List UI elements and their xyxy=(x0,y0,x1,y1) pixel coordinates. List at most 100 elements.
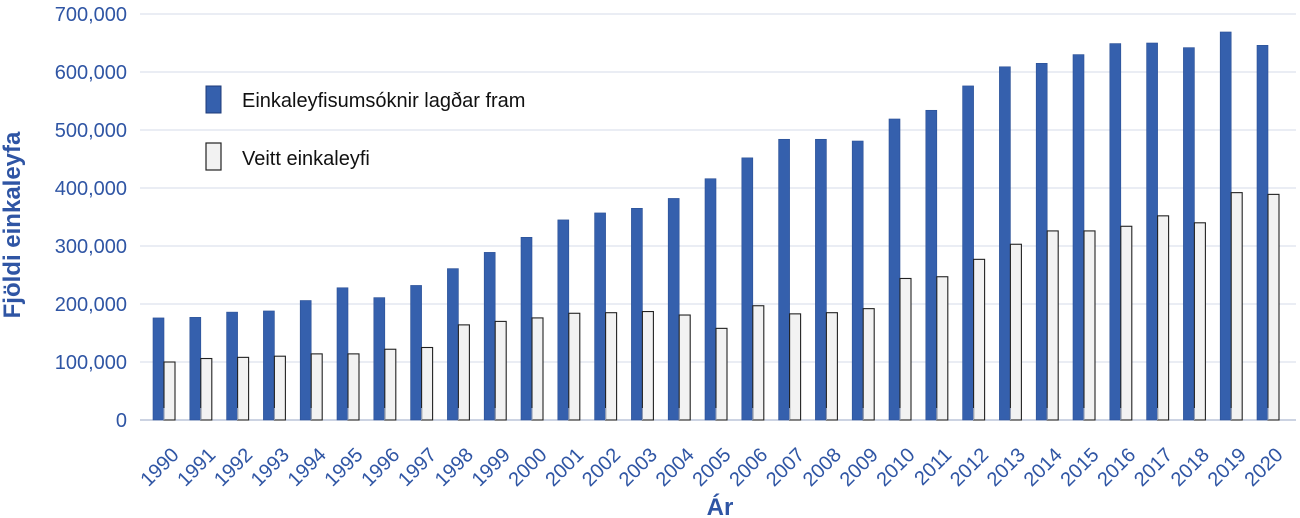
bar-applications-2007 xyxy=(778,138,790,421)
bar-granted-1996 xyxy=(384,348,397,421)
bar-granted-1991 xyxy=(200,357,213,421)
bar-granted-2020 xyxy=(1267,193,1280,421)
bar-applications-2005 xyxy=(704,178,717,421)
bar-granted-2007 xyxy=(789,313,802,421)
x-tick-label: 2014 xyxy=(1020,444,1067,491)
bar-applications-1995 xyxy=(336,287,349,421)
x-tick-label: 1990 xyxy=(137,444,184,491)
bar-granted-2014 xyxy=(1046,230,1059,421)
x-tick-label: 1998 xyxy=(431,444,478,491)
bar-granted-2019 xyxy=(1230,192,1243,421)
bar-applications-2011 xyxy=(925,109,938,421)
bar-applications-2008 xyxy=(815,138,827,421)
bar-applications-2010 xyxy=(888,118,901,421)
x-tick-label: 2017 xyxy=(1130,444,1177,491)
x-axis-ticks xyxy=(163,408,1269,420)
x-tick-label: 1995 xyxy=(321,444,368,491)
bar-granted-2000 xyxy=(531,317,544,421)
bar-applications-2003 xyxy=(631,208,643,421)
legend: Einkaleyfisumsóknir lagðar fram Veitt ei… xyxy=(205,85,525,171)
x-tick-label: 2005 xyxy=(689,444,736,491)
bar-applications-1992 xyxy=(226,311,238,421)
bar-granted-1994 xyxy=(310,353,323,421)
x-tick-label: 2012 xyxy=(946,444,993,491)
y-tick-label: 0 xyxy=(116,410,127,432)
y-tick-label: 200,000 xyxy=(55,294,127,316)
bar-applications-2016 xyxy=(1109,43,1122,421)
bar-applications-2013 xyxy=(999,66,1011,421)
gridlines xyxy=(140,13,1296,421)
x-tick-label: 2001 xyxy=(541,444,588,491)
bar-applications-2017 xyxy=(1146,42,1158,421)
y-tick-label: 400,000 xyxy=(55,178,127,200)
bar-applications-2004 xyxy=(667,198,680,421)
bar-applications-2000 xyxy=(520,237,533,421)
x-tick-label: 1994 xyxy=(284,444,331,491)
x-tick-label: 2006 xyxy=(725,444,772,491)
bar-granted-2005 xyxy=(715,327,728,421)
bar-applications-2020 xyxy=(1256,45,1269,421)
x-tick-label: 2019 xyxy=(1204,444,1251,491)
x-tick-label: 2020 xyxy=(1241,444,1288,491)
x-tick-label: 2009 xyxy=(836,444,883,491)
y-axis-title: Fjöldi einkaleyfa xyxy=(0,131,26,318)
x-tick-label: 1999 xyxy=(468,444,515,491)
bar-granted-2003 xyxy=(641,310,654,421)
bar-granted-2015 xyxy=(1083,230,1096,421)
y-tick-label: 300,000 xyxy=(55,236,127,258)
x-tick-label: 1991 xyxy=(173,444,220,491)
x-tick-label: 2010 xyxy=(873,444,920,491)
bar-granted-2016 xyxy=(1120,225,1133,421)
bar-applications-2009 xyxy=(851,140,864,421)
bar-applications-2001 xyxy=(557,219,570,421)
bar-granted-2017 xyxy=(1157,215,1170,421)
bar-applications-1998 xyxy=(447,268,459,421)
legend-label-applications: Einkaleyfisumsóknir lagðar fram xyxy=(242,90,525,112)
x-tick-label: 2018 xyxy=(1167,444,1214,491)
y-axis-tick-labels: 0 100,000 200,000 300,000 400,000 500,000 600,… xyxy=(55,4,127,432)
x-tick-label: 2004 xyxy=(652,444,699,491)
x-tick-label: 1996 xyxy=(357,444,404,491)
x-tick-label: 1997 xyxy=(394,444,441,491)
x-tick-label: 2007 xyxy=(762,444,809,491)
bar-granted-2018 xyxy=(1193,222,1206,421)
bar-granted-1993 xyxy=(273,355,286,421)
bar-granted-1997 xyxy=(421,346,434,421)
legend-swatch-granted xyxy=(205,142,222,171)
bar-granted-2004 xyxy=(678,314,691,421)
bar-granted-2008 xyxy=(825,312,838,421)
bar-granted-1995 xyxy=(347,353,360,421)
bar-granted-1999 xyxy=(494,320,507,421)
x-tick-label: 1993 xyxy=(247,444,294,491)
bar-applications-1999 xyxy=(483,252,496,421)
bar-applications-1994 xyxy=(299,300,312,421)
bar-applications-2006 xyxy=(741,157,754,421)
x-tick-label: 2000 xyxy=(505,444,552,491)
legend-swatch-applications xyxy=(205,85,222,114)
x-tick-label: 2002 xyxy=(578,444,625,491)
bar-granted-2012 xyxy=(973,258,986,421)
bar-applications-1993 xyxy=(263,310,275,421)
bar-applications-1997 xyxy=(410,285,422,421)
legend-label-granted: Veitt einkaleyfi xyxy=(242,148,370,170)
bar-granted-2006 xyxy=(752,305,765,421)
bar-granted-2009 xyxy=(862,308,875,421)
bar-applications-2014 xyxy=(1035,62,1048,421)
bar-series xyxy=(152,31,1280,421)
bar-granted-1990 xyxy=(163,361,176,421)
bar-applications-2015 xyxy=(1072,54,1085,421)
x-axis-title: Ár xyxy=(707,493,734,518)
x-tick-label: 2011 xyxy=(910,444,956,490)
bar-applications-2012 xyxy=(962,85,974,421)
x-tick-label: 1992 xyxy=(210,444,257,491)
x-tick-label: 2015 xyxy=(1057,444,1104,491)
bar-applications-2019 xyxy=(1219,31,1232,421)
x-tick-label: 2003 xyxy=(615,444,662,491)
x-tick-label: 2016 xyxy=(1093,444,1140,491)
x-tick-label: 2013 xyxy=(983,444,1030,491)
bar-applications-1991 xyxy=(189,317,202,421)
y-tick-label: 600,000 xyxy=(55,62,127,84)
bar-applications-2018 xyxy=(1183,47,1195,421)
bar-granted-2001 xyxy=(568,312,581,421)
